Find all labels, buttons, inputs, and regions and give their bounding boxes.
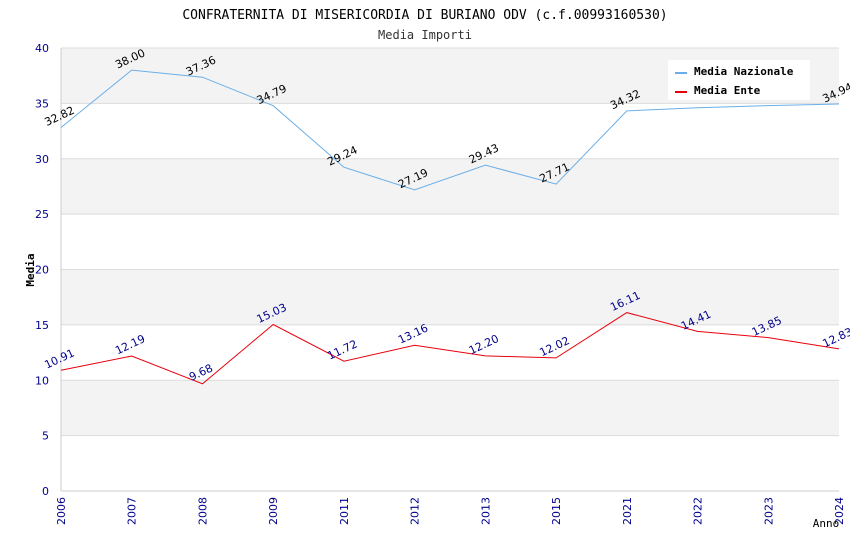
y-tick-label: 10: [35, 374, 49, 387]
chart-title: CONFRATERNITA DI MISERICORDIA DI BURIANO…: [182, 8, 667, 23]
grid-band: [61, 380, 839, 436]
x-tick-label: 2011: [338, 497, 351, 525]
data-label: 12.83: [820, 325, 850, 350]
y-tick-label: 30: [35, 153, 49, 166]
legend-label-media-nazionale: Media Nazionale: [694, 65, 794, 78]
x-tick-label: 2007: [126, 497, 139, 525]
y-tick-label: 0: [42, 485, 49, 498]
y-tick-label: 25: [35, 208, 49, 221]
x-tick-label: 2022: [692, 497, 705, 525]
grid-band: [61, 158, 839, 215]
y-axis-title: Media: [24, 253, 37, 286]
series-line: [60, 312, 840, 385]
series-line: [60, 69, 840, 191]
x-tick-label: 2024: [833, 497, 846, 525]
x-tick-label: 2023: [762, 497, 775, 525]
x-tick-label: 2021: [621, 497, 634, 525]
x-tick-label: 2008: [196, 497, 209, 525]
x-tick-label: 2009: [267, 497, 280, 525]
y-tick-label: 20: [35, 264, 49, 277]
data-label: 12.19: [113, 332, 147, 357]
y-tick-labels: 0 5 10 15 20 25 30 35 40: [35, 42, 49, 498]
legend-box: [668, 60, 810, 100]
grid-bands: [61, 48, 839, 436]
series-lines: [60, 69, 840, 385]
y-tick-label: 40: [35, 42, 49, 55]
x-tick-label: 2013: [479, 497, 492, 525]
x-tick-labels: 2006 2007 2008 2009 2011 2012 2013 2015 2021 2022…: [55, 497, 846, 525]
y-tick-label: 35: [35, 97, 49, 110]
grid-lines: [61, 47, 839, 437]
legend: Media Nazionale Media Ente: [668, 60, 810, 100]
x-tick-label: 2006: [55, 497, 68, 525]
grid-band: [61, 269, 839, 325]
x-tick-label: 2012: [409, 497, 422, 525]
x-tick-label: 2015: [550, 497, 563, 525]
chart-subtitle: Media Importi: [378, 28, 472, 42]
x-axis-title: Anno: [813, 517, 840, 530]
data-label: 12.20: [467, 332, 501, 357]
data-label: 12.02: [538, 334, 572, 359]
y-tick-label: 15: [35, 319, 49, 332]
legend-label-media-ente: Media Ente: [694, 84, 761, 97]
y-tick-label: 5: [42, 430, 49, 443]
